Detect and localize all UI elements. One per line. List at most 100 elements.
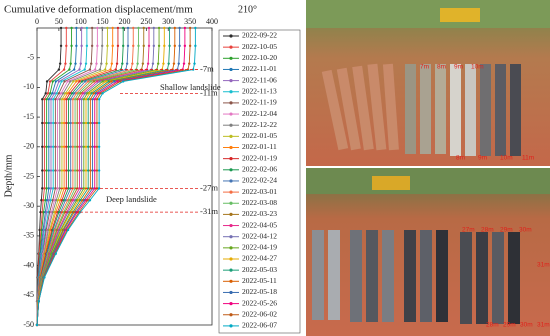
series-marker xyxy=(73,145,77,148)
legend-marker xyxy=(229,79,233,83)
photo-sky xyxy=(306,0,550,28)
series-marker xyxy=(73,98,77,101)
series-marker xyxy=(163,44,166,48)
series-marker xyxy=(111,26,114,30)
series-marker xyxy=(58,145,61,148)
photo-label: 8m xyxy=(437,64,446,71)
series-marker xyxy=(57,68,61,71)
series-line xyxy=(36,28,155,326)
series-marker xyxy=(69,145,72,148)
series-marker xyxy=(46,92,50,95)
series-marker xyxy=(157,26,161,30)
series-marker xyxy=(65,26,68,30)
series-marker xyxy=(44,199,47,202)
series-marker xyxy=(104,80,107,83)
series-marker xyxy=(73,169,77,172)
reference-label: -31m xyxy=(200,206,218,216)
series-marker xyxy=(43,145,46,148)
series-marker xyxy=(82,121,86,125)
photo-label: 9m xyxy=(454,64,463,71)
series-marker xyxy=(55,199,58,202)
series-marker xyxy=(178,44,181,48)
series-marker xyxy=(69,62,72,65)
series-marker xyxy=(51,145,55,148)
series-marker xyxy=(75,92,78,95)
series-marker xyxy=(65,169,68,172)
legend-label: 2022-02-24 xyxy=(242,176,277,185)
series-marker xyxy=(90,62,93,65)
series-marker xyxy=(56,98,59,101)
series-marker xyxy=(69,98,72,101)
series-marker xyxy=(188,26,192,30)
series-marker xyxy=(106,26,109,30)
series-marker xyxy=(51,98,55,101)
legend-label: 2022-04-19 xyxy=(242,243,277,252)
series-marker xyxy=(49,145,53,148)
series-marker xyxy=(121,26,125,30)
series-marker xyxy=(62,169,66,172)
series-marker xyxy=(95,80,99,83)
photo-machine xyxy=(372,176,410,190)
series-marker xyxy=(66,210,70,214)
x-tick-label: 200 xyxy=(119,17,131,26)
series-marker xyxy=(70,26,73,30)
series-marker xyxy=(93,169,96,172)
series-marker xyxy=(83,68,86,71)
legend-marker xyxy=(229,290,233,295)
series-marker xyxy=(91,98,94,101)
series-marker xyxy=(62,121,66,125)
series-marker xyxy=(78,187,81,190)
series-marker xyxy=(80,44,83,48)
series-marker xyxy=(85,26,89,30)
series-marker xyxy=(51,92,54,95)
series-marker xyxy=(62,199,65,202)
series-marker xyxy=(65,145,68,148)
series-marker xyxy=(56,199,60,202)
series-marker xyxy=(58,169,61,172)
series-marker xyxy=(60,145,64,148)
cores-right xyxy=(405,64,521,156)
series-marker xyxy=(188,62,191,65)
series-marker xyxy=(147,26,151,30)
series-marker xyxy=(66,199,69,202)
series-marker xyxy=(68,68,71,71)
series-marker xyxy=(73,199,77,202)
series-marker xyxy=(84,62,88,65)
series-marker xyxy=(101,92,104,95)
legend-label: 2022-11-06 xyxy=(242,75,277,84)
series-marker xyxy=(188,44,192,48)
series-marker xyxy=(142,26,145,30)
series-marker xyxy=(147,44,151,48)
series-marker xyxy=(78,98,81,101)
series-marker xyxy=(69,169,72,172)
series-marker xyxy=(97,121,101,125)
series-marker xyxy=(56,187,59,190)
legend-marker xyxy=(229,279,233,283)
series-marker xyxy=(80,121,83,125)
legend-label: 2022-03-01 xyxy=(242,187,277,196)
series-marker xyxy=(70,92,74,95)
series-marker xyxy=(71,121,75,125)
series-marker xyxy=(173,26,177,30)
photo-label: 31m xyxy=(537,322,550,329)
series-marker xyxy=(67,169,70,172)
legend-label: 2022-05-26 xyxy=(242,298,277,307)
series-marker xyxy=(95,121,99,125)
series-marker xyxy=(89,80,93,83)
series-marker xyxy=(58,98,61,101)
series-marker xyxy=(168,26,171,30)
series-marker xyxy=(115,62,119,65)
series-marker xyxy=(64,92,67,95)
series-marker xyxy=(79,199,82,202)
photo-label: 30m xyxy=(519,227,532,234)
photo-sky xyxy=(306,168,550,194)
series-marker xyxy=(49,98,53,101)
series-marker xyxy=(58,187,61,190)
series-marker xyxy=(69,199,73,202)
series-marker xyxy=(60,169,64,172)
series-marker xyxy=(57,80,61,83)
legend-label: 2022-12-04 xyxy=(242,109,277,118)
series-marker xyxy=(136,62,139,65)
series-marker xyxy=(82,187,86,190)
legend-marker xyxy=(229,123,233,127)
